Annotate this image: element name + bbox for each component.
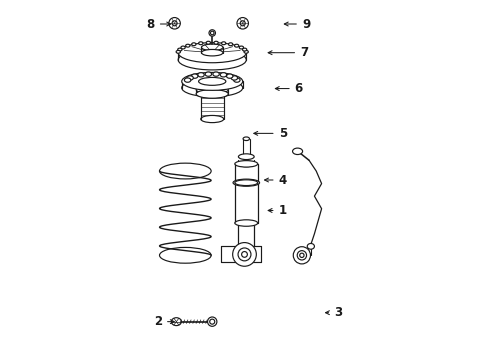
Ellipse shape — [233, 179, 259, 186]
Ellipse shape — [226, 74, 232, 78]
Ellipse shape — [238, 161, 254, 167]
Ellipse shape — [171, 318, 181, 325]
Text: 4: 4 — [264, 174, 286, 186]
Ellipse shape — [201, 44, 223, 50]
Text: 9: 9 — [284, 18, 309, 31]
Ellipse shape — [184, 78, 190, 82]
Ellipse shape — [237, 18, 248, 29]
Ellipse shape — [240, 21, 244, 26]
Ellipse shape — [293, 247, 310, 264]
Ellipse shape — [306, 243, 314, 249]
Ellipse shape — [206, 41, 210, 44]
Text: 2: 2 — [154, 315, 174, 328]
Text: 5: 5 — [253, 127, 286, 140]
Ellipse shape — [182, 72, 242, 90]
Ellipse shape — [228, 43, 232, 46]
Ellipse shape — [197, 73, 204, 77]
Ellipse shape — [176, 50, 180, 53]
Text: 3: 3 — [325, 306, 342, 319]
Ellipse shape — [182, 79, 242, 97]
Ellipse shape — [234, 220, 257, 226]
Ellipse shape — [168, 18, 180, 29]
Ellipse shape — [207, 317, 217, 326]
Ellipse shape — [201, 116, 223, 123]
Ellipse shape — [186, 76, 193, 80]
Ellipse shape — [243, 137, 249, 140]
Ellipse shape — [196, 90, 228, 98]
Ellipse shape — [214, 41, 218, 44]
Ellipse shape — [241, 252, 247, 257]
Text: 1: 1 — [267, 204, 286, 217]
Ellipse shape — [198, 42, 203, 45]
Ellipse shape — [221, 42, 225, 45]
Ellipse shape — [209, 319, 214, 324]
Ellipse shape — [191, 43, 196, 46]
Ellipse shape — [232, 243, 256, 266]
Ellipse shape — [198, 77, 225, 85]
Ellipse shape — [204, 72, 211, 76]
Ellipse shape — [233, 78, 240, 82]
Ellipse shape — [231, 76, 237, 80]
Ellipse shape — [210, 31, 214, 35]
Ellipse shape — [185, 44, 189, 47]
Ellipse shape — [212, 72, 219, 76]
Ellipse shape — [208, 30, 215, 36]
Ellipse shape — [234, 180, 257, 185]
Ellipse shape — [178, 42, 246, 63]
Text: 7: 7 — [267, 46, 307, 59]
Ellipse shape — [172, 21, 177, 26]
Ellipse shape — [201, 49, 223, 56]
Ellipse shape — [177, 48, 182, 51]
Ellipse shape — [239, 46, 243, 49]
Ellipse shape — [244, 50, 248, 53]
Ellipse shape — [234, 161, 257, 167]
Ellipse shape — [238, 154, 254, 159]
Ellipse shape — [191, 74, 198, 78]
Ellipse shape — [238, 248, 250, 261]
Ellipse shape — [297, 251, 306, 260]
Ellipse shape — [242, 48, 246, 51]
Ellipse shape — [181, 46, 185, 49]
Ellipse shape — [299, 253, 304, 257]
Text: 8: 8 — [146, 18, 170, 31]
Ellipse shape — [196, 85, 228, 94]
Ellipse shape — [178, 50, 246, 70]
Text: 6: 6 — [275, 82, 303, 95]
Ellipse shape — [292, 148, 302, 154]
Ellipse shape — [220, 73, 226, 77]
Ellipse shape — [234, 44, 238, 47]
